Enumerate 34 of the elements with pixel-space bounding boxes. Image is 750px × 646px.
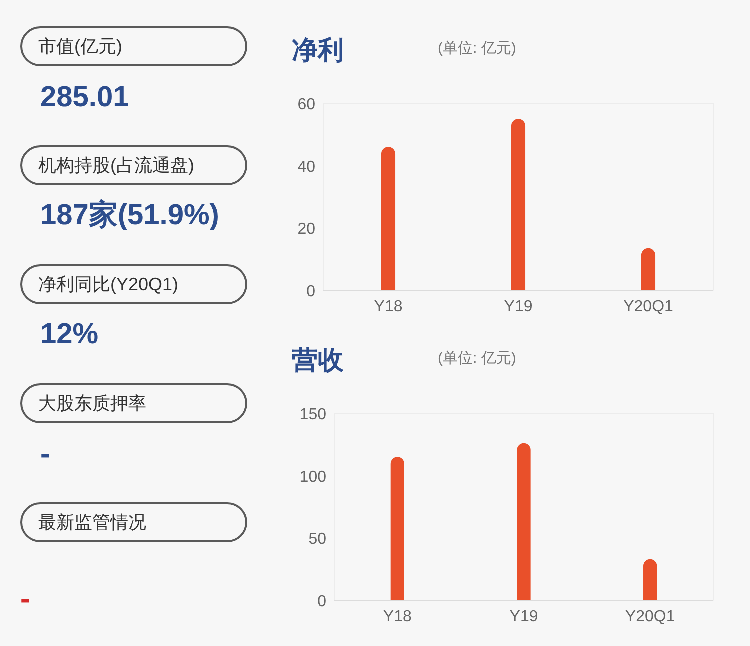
x-tick-label: Y19 xyxy=(504,298,533,316)
text: 285.01 xyxy=(40,82,130,114)
text: 187家(51.9%) xyxy=(40,198,220,232)
x-tick-label: Y20Q1 xyxy=(624,298,674,316)
text: 大股东质押率 xyxy=(38,394,146,414)
y-tick-label: 60 xyxy=(298,96,316,114)
y-tick-label: 150 xyxy=(300,406,327,424)
x-tick-label: Y20Q1 xyxy=(625,608,676,626)
y-tick-label: 100 xyxy=(300,468,327,486)
text: - xyxy=(20,584,30,616)
text: 12% xyxy=(40,318,99,350)
text: - xyxy=(40,438,50,470)
chart-subtitle: (单位: 亿元) xyxy=(438,40,516,58)
text: 机构持股(占流通盘) xyxy=(38,156,194,176)
x-tick-label: Y18 xyxy=(383,608,412,626)
bar xyxy=(381,147,396,290)
chart-title: 净利 xyxy=(292,35,344,65)
bar xyxy=(390,457,404,600)
y-tick-label: 0 xyxy=(306,284,316,300)
bar xyxy=(644,559,658,600)
bar xyxy=(517,443,531,600)
text: 最新监管情况 xyxy=(38,512,146,532)
y-tick-label: 40 xyxy=(298,158,316,176)
y-tick-label: 20 xyxy=(298,221,316,238)
bar xyxy=(511,119,526,290)
x-tick-label: Y19 xyxy=(510,608,538,626)
text: 净利同比(Y20Q1) xyxy=(38,274,179,294)
chart-subtitle: (单位: 亿元) xyxy=(438,350,516,368)
bar xyxy=(641,248,656,290)
y-tick-label: 0 xyxy=(318,594,327,610)
text: 市值(亿元) xyxy=(38,36,122,56)
chart-title: 营收 xyxy=(292,345,344,375)
y-tick-label: 50 xyxy=(308,531,327,548)
x-tick-label: Y18 xyxy=(374,298,403,316)
